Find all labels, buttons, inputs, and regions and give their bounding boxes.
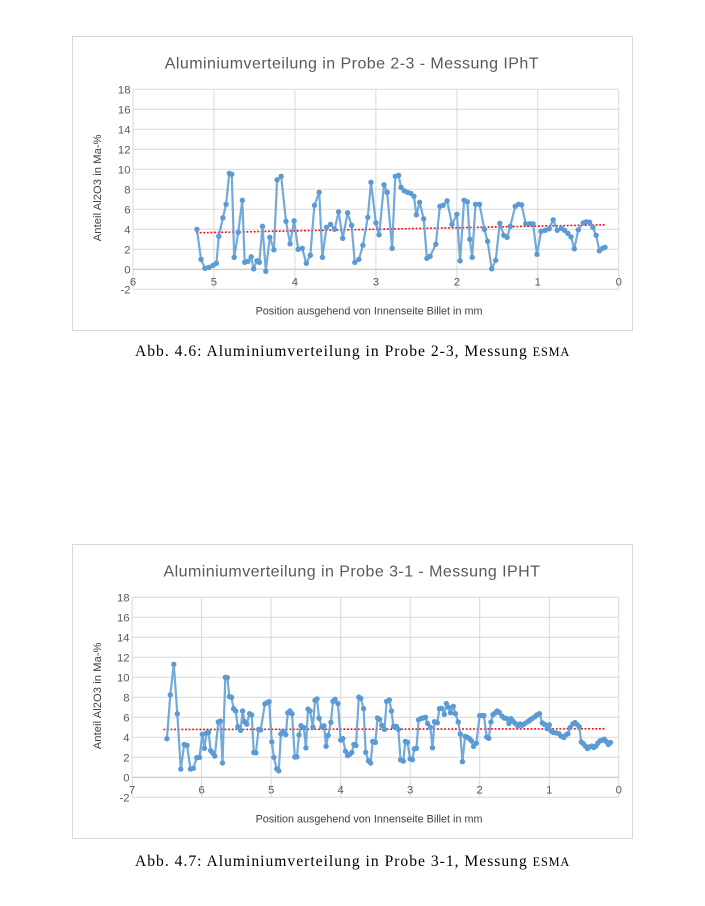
svg-text:6: 6: [198, 785, 204, 797]
svg-text:7: 7: [129, 785, 135, 797]
svg-text:0: 0: [616, 277, 622, 289]
svg-text:4: 4: [292, 277, 298, 289]
svg-text:Anteil Al2O3 in Ma-%: Anteil Al2O3 in Ma-%: [92, 642, 104, 749]
svg-text:8: 8: [124, 184, 130, 196]
svg-text:Position ausgehend von Innense: Position ausgehend von Innenseite Billet…: [256, 814, 483, 826]
svg-text:-2: -2: [120, 284, 130, 296]
svg-text:4: 4: [124, 224, 130, 236]
svg-text:8: 8: [123, 692, 129, 704]
svg-text:1: 1: [546, 785, 552, 797]
svg-text:1: 1: [535, 277, 541, 289]
svg-text:0: 0: [123, 772, 129, 784]
svg-text:Anteil Al2O3 in Ma-%: Anteil Al2O3 in Ma-%: [92, 134, 104, 241]
svg-text:2: 2: [124, 244, 130, 256]
svg-text:Aluminiumverteilung in Probe 3: Aluminiumverteilung in Probe 3-1 - Messu…: [163, 564, 540, 581]
svg-text:4: 4: [338, 785, 344, 797]
svg-text:5: 5: [211, 277, 217, 289]
svg-text:2: 2: [123, 752, 129, 764]
svg-text:18: 18: [118, 84, 131, 96]
svg-text:10: 10: [117, 672, 130, 684]
svg-text:-2: -2: [120, 792, 130, 804]
svg-text:18: 18: [117, 592, 130, 604]
svg-text:Position ausgehend von Innense: Position ausgehend von Innenseite Billet…: [256, 306, 483, 318]
svg-text:16: 16: [117, 612, 130, 624]
svg-text:0: 0: [616, 785, 622, 797]
svg-text:6: 6: [124, 204, 130, 216]
svg-text:4: 4: [123, 732, 129, 744]
svg-text:14: 14: [117, 632, 130, 644]
svg-text:6: 6: [123, 712, 129, 724]
svg-text:5: 5: [268, 785, 274, 797]
svg-text:0: 0: [124, 264, 130, 276]
svg-text:10: 10: [118, 164, 131, 176]
svg-text:2: 2: [454, 277, 460, 289]
svg-text:16: 16: [118, 104, 131, 116]
svg-text:3: 3: [373, 277, 379, 289]
svg-text:3: 3: [407, 785, 413, 797]
svg-text:6: 6: [130, 277, 136, 289]
svg-text:14: 14: [118, 124, 131, 136]
svg-text:Aluminiumverteilung in Probe 2: Aluminiumverteilung in Probe 2-3 - Messu…: [165, 56, 539, 73]
svg-text:12: 12: [118, 144, 131, 156]
svg-text:12: 12: [117, 652, 130, 664]
svg-text:2: 2: [477, 785, 483, 797]
